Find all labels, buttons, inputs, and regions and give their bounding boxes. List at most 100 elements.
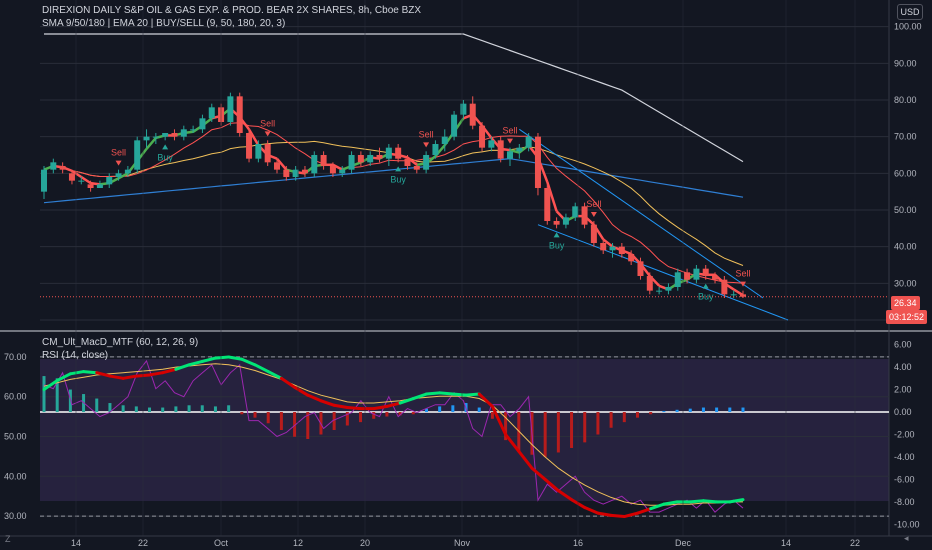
candle xyxy=(441,136,448,144)
macd-line-segment xyxy=(332,403,349,410)
candle xyxy=(96,184,103,188)
candle xyxy=(656,290,663,292)
macd-histogram-bar xyxy=(161,407,165,413)
candle xyxy=(553,221,560,225)
chart-title: DIREXION DAILY S&P OIL & GAS EXP. & PROD… xyxy=(42,5,422,16)
macd-histogram-bar xyxy=(306,412,310,439)
macd-line-segment xyxy=(662,500,679,506)
buy-arrow-icon xyxy=(702,283,709,289)
macd-line-segment xyxy=(95,371,112,378)
buysell-segment xyxy=(90,181,101,186)
candle xyxy=(264,144,271,163)
candle xyxy=(208,107,215,119)
macd-line-segment xyxy=(477,392,494,408)
candle xyxy=(544,188,551,221)
sma180-line xyxy=(44,33,744,163)
candle xyxy=(339,169,346,174)
candle xyxy=(507,151,513,159)
macd-line-segment xyxy=(649,502,666,511)
candle xyxy=(329,166,336,174)
macd-line-segment xyxy=(728,498,745,504)
macd-histogram-bar xyxy=(715,407,719,413)
candle xyxy=(562,217,569,225)
candle xyxy=(115,173,122,177)
candle xyxy=(236,96,243,133)
macd-line-segment xyxy=(543,477,560,493)
macd-histogram-bar xyxy=(398,412,402,416)
macd-line-segment xyxy=(266,370,283,380)
indicator-legend[interactable]: SMA 9/50/180 | EMA 20 | BUY/SELL (9, 50,… xyxy=(42,18,286,29)
macd-histogram-bar xyxy=(55,378,59,413)
candle xyxy=(712,276,719,280)
buysell-segment xyxy=(406,156,418,166)
price-tick-label: 30.00 xyxy=(894,278,917,288)
macd-line-segment xyxy=(517,449,534,470)
macd-histogram-bar xyxy=(662,410,666,413)
candle xyxy=(674,272,681,287)
candle xyxy=(646,276,653,291)
countdown-label: 03:12:52 xyxy=(886,310,928,324)
macd-line-segment xyxy=(55,372,72,383)
macd-histogram-bar xyxy=(174,406,178,413)
macd-histogram-bar xyxy=(134,406,138,413)
scroll-left-icon[interactable]: ◂ xyxy=(904,533,909,543)
time-tick-label: 14 xyxy=(781,538,791,548)
candle xyxy=(180,129,187,137)
sma50-line xyxy=(43,158,744,204)
currency-badge[interactable]: USD xyxy=(897,4,923,20)
candle xyxy=(497,140,504,159)
macd-histogram-bar xyxy=(675,409,679,413)
price-tick-label: 70.00 xyxy=(894,132,917,142)
buy-arrow-icon xyxy=(162,144,169,150)
zoom-icon[interactable]: Z xyxy=(5,534,11,544)
macd-histogram-bar xyxy=(490,412,494,419)
price-tick-label: 80.00 xyxy=(894,95,917,105)
macd-histogram-bar xyxy=(570,412,574,448)
macd-tick-label: 4.00 xyxy=(894,362,912,372)
macd-line-segment xyxy=(385,401,402,408)
macd-histogram-bar xyxy=(556,412,560,453)
time-tick-label: 14 xyxy=(71,538,81,548)
candle xyxy=(190,129,197,131)
macd-line-segment xyxy=(622,511,639,519)
sell-signal-label: Sell xyxy=(735,269,750,279)
price-tick-label: 100.00 xyxy=(894,22,922,32)
macd-histogram-bar xyxy=(187,405,191,413)
buysell-segment xyxy=(602,238,614,248)
sell-signal-label: Sell xyxy=(502,126,517,136)
macd-legend[interactable]: CM_Ult_MacD_MTF (60, 12, 26, 9) xyxy=(42,337,199,348)
sell-arrow-icon xyxy=(115,160,122,166)
time-tick-label: 16 xyxy=(573,538,583,548)
rsi-tick-label: 60.00 xyxy=(4,392,27,402)
macd-line-segment xyxy=(438,391,455,396)
macd-histogram-bar xyxy=(543,412,547,457)
macd-line-segment xyxy=(424,391,442,396)
macd-line-segment xyxy=(42,379,59,392)
macd-line-segment xyxy=(556,489,574,502)
candle xyxy=(618,246,625,254)
macd-histogram-bar xyxy=(332,412,336,431)
macd-line-segment xyxy=(121,374,138,380)
buy-arrow-icon xyxy=(553,232,560,238)
candle xyxy=(320,155,327,166)
sell-signal-label: Sell xyxy=(260,118,275,128)
macd-line-segment xyxy=(68,370,86,376)
macd-line-segment xyxy=(688,499,705,504)
buy-arrow-icon xyxy=(395,166,402,172)
macd-histogram-bar xyxy=(622,412,626,423)
macd-histogram-bar xyxy=(121,405,125,413)
candle xyxy=(68,173,75,181)
sell-signal-label: Sell xyxy=(111,148,126,158)
macd-line-segment xyxy=(504,433,521,453)
buy-signal-label: Buy xyxy=(698,292,714,302)
buysell-segment xyxy=(145,137,157,150)
rsi-legend[interactable]: RSI (14, close) xyxy=(42,350,109,361)
macd-histogram-bar xyxy=(635,412,639,418)
macd-histogram-bar xyxy=(95,398,99,413)
macd-line-segment xyxy=(635,507,653,515)
macd-histogram-bar xyxy=(372,412,376,419)
macd-line-segment xyxy=(530,466,547,481)
macd-histogram-bar xyxy=(411,412,415,415)
macd-tick-label: -6.00 xyxy=(894,474,915,484)
